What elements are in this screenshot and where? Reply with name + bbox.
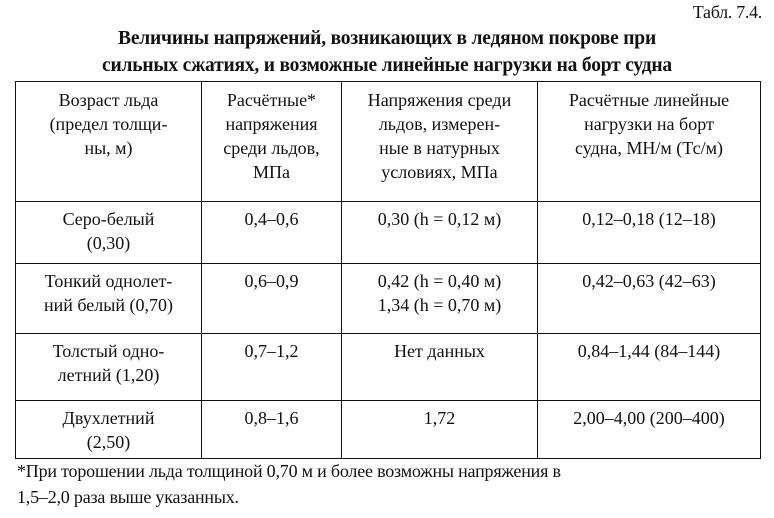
table-footnote: *При торошении льда толщиной 0,70 м и бо…	[17, 458, 757, 510]
header-line-load: Расчётные линейные нагрузки на борт судн…	[537, 81, 761, 202]
cell-measured-stress: 0,30 (h = 0,12 м)	[341, 201, 538, 264]
cell-measured-stress: 1,72	[341, 400, 538, 459]
table-row: Тонкий однолет- ний белый (0,70) 0,6–0,9…	[15, 263, 761, 334]
cell-ice-age: Толстый одно- летний (1,20)	[15, 333, 202, 401]
table-row: Толстый одно- летний (1,20) 0,7–1,2 Нет …	[15, 333, 761, 401]
cell-ice-age: Тонкий однолет- ний белый (0,70)	[15, 263, 202, 334]
table-title-line-2: сильных сжатиях, и возможные линейные на…	[102, 55, 672, 76]
footnote-line-2: 1,5–2,0 раза выше указанных.	[17, 487, 239, 507]
header-measured-stress: Напряжения среди льдов, измерен- ные в н…	[341, 81, 538, 202]
cell-line-load: 2,00–4,00 (200–400)	[537, 400, 761, 459]
cell-measured-stress: Нет данных	[341, 333, 538, 401]
footnote-line-1: *При торошении льда толщиной 0,70 м и бо…	[17, 461, 561, 481]
table-number-label: Табл. 7.4.	[692, 2, 763, 22]
cell-line-load: 0,84–1,44 (84–144)	[537, 333, 761, 401]
cell-calculated-stress: 0,7–1,2	[201, 333, 342, 401]
cell-line-load: 0,12–0,18 (12–18)	[537, 201, 761, 264]
ice-stress-table: Возраст льда (предел толщи- ны, м) Расчё…	[15, 81, 761, 459]
cell-calculated-stress: 0,4–0,6	[201, 201, 342, 264]
cell-ice-age: Серо-белый (0,30)	[15, 201, 202, 264]
table-title-line-1: Величины напряжений, возникающих в ледян…	[118, 28, 656, 49]
cell-line-load: 0,42–0,63 (42–63)	[537, 263, 761, 334]
cell-measured-stress: 0,42 (h = 0,40 м) 1,34 (h = 0,70 м)	[341, 263, 538, 334]
table-row: Серо-белый (0,30) 0,4–0,6 0,30 (h = 0,12…	[15, 201, 761, 264]
table-row: Двухлетний (2,50) 0,8–1,6 1,72 2,00–4,00…	[15, 400, 761, 459]
cell-calculated-stress: 0,6–0,9	[201, 263, 342, 334]
header-ice-age: Возраст льда (предел толщи- ны, м)	[15, 81, 202, 202]
header-calculated-stress: Расчётные* напряжения среди льдов, МПа	[201, 81, 342, 202]
cell-calculated-stress: 0,8–1,6	[201, 400, 342, 459]
table-header-row: Возраст льда (предел толщи- ны, м) Расчё…	[15, 81, 761, 202]
cell-ice-age: Двухлетний (2,50)	[15, 400, 202, 459]
